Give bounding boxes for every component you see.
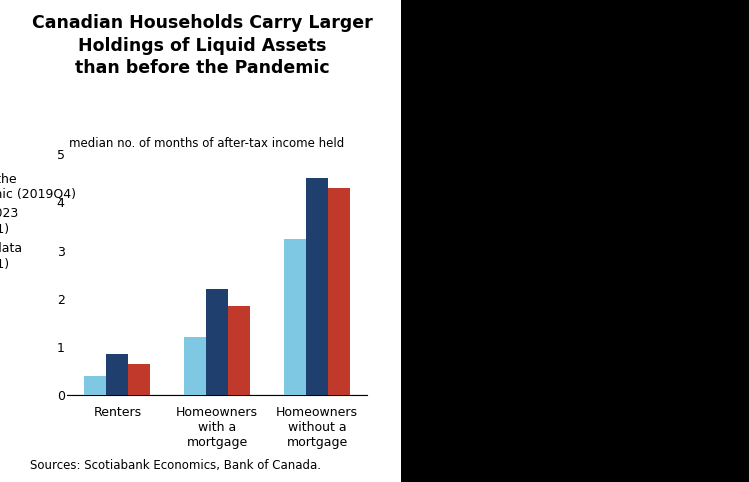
Bar bbox=[228, 306, 250, 395]
Text: Sources: Scotiabank Economics, Bank of Canada.: Sources: Scotiabank Economics, Bank of C… bbox=[30, 459, 321, 472]
Text: median no. of months of after-tax income held: median no. of months of after-tax income… bbox=[70, 137, 345, 150]
Text: Canadian Households Carry Larger
Holdings of Liquid Assets
than before the Pande: Canadian Households Carry Larger Holding… bbox=[32, 14, 372, 77]
Bar bbox=[106, 354, 128, 395]
Legend: Before the
pandemic (2019Q4), Early 2023
(2023Q1), Latest data
(2024Q1): Before the pandemic (2019Q4), Early 2023… bbox=[0, 173, 76, 270]
Bar bbox=[184, 337, 206, 395]
Bar bbox=[85, 376, 106, 395]
Bar bbox=[306, 178, 328, 395]
Bar bbox=[328, 188, 350, 395]
Bar bbox=[284, 239, 306, 395]
Bar bbox=[206, 289, 228, 395]
Bar bbox=[128, 364, 151, 395]
